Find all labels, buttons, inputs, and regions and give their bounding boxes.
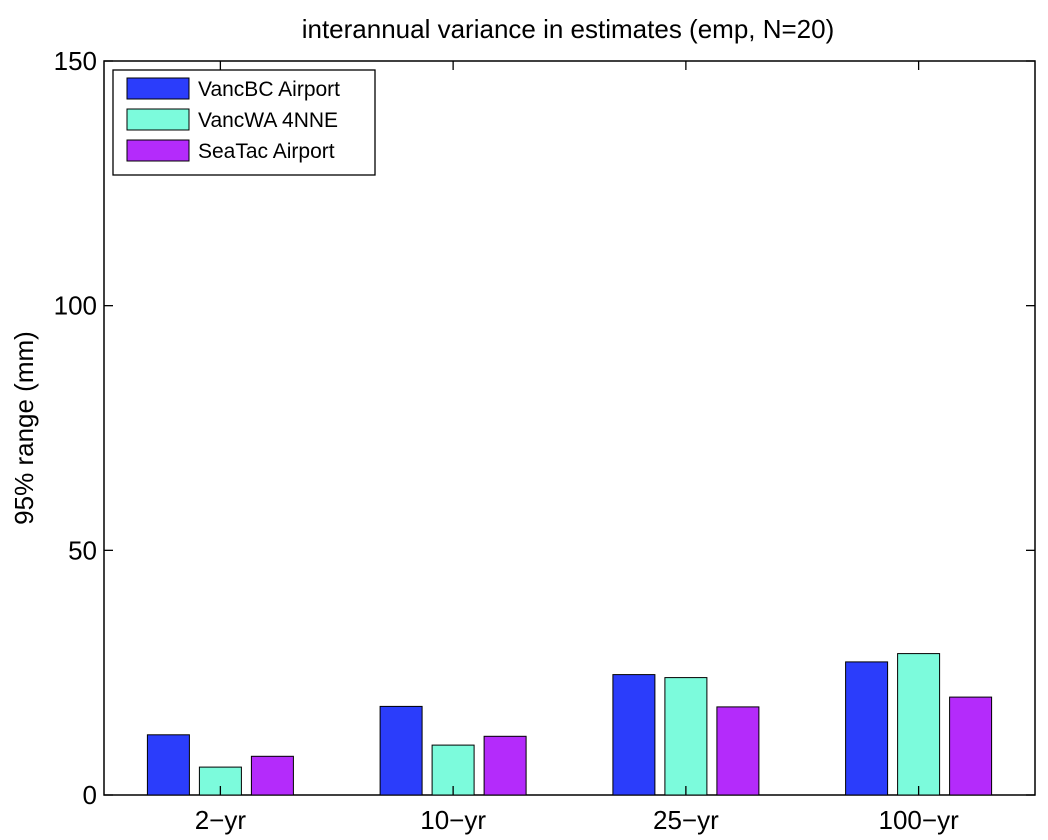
bar <box>845 661 889 796</box>
bar <box>483 735 527 796</box>
plot-area-frame <box>103 60 1036 796</box>
y-tick-label: 150 <box>54 46 97 76</box>
y-axis-title: 95% range (mm) <box>9 331 39 525</box>
bar <box>146 734 190 796</box>
y-tick-label: 0 <box>83 780 97 810</box>
x-tick-label: 10−yr <box>420 805 486 835</box>
legend: VancBC Airport VancWA 4NNE SeaTac Airport <box>112 69 376 176</box>
y-tick-label: 50 <box>68 535 97 565</box>
bar <box>250 755 294 796</box>
x-tick-label: 25−yr <box>653 805 719 835</box>
bar <box>664 677 708 796</box>
bar <box>379 705 423 796</box>
bar <box>716 706 760 796</box>
x-tick-label: 100−yr <box>879 805 960 835</box>
y-tick-label: 100 <box>54 291 97 321</box>
x-tick-label: 2−yr <box>195 805 247 835</box>
ticks-layer: 2−yr 10−yr 25−yr 100−yr 0 50 100 150 <box>54 46 1035 835</box>
legend-label: VancWA 4NNE <box>198 109 338 132</box>
legend-label: VancBC Airport <box>198 78 340 101</box>
chart-title: interannual variance in estimates (emp, … <box>302 14 835 44</box>
legend-swatch <box>126 77 190 100</box>
legend-swatch <box>126 139 190 162</box>
bar <box>897 653 941 796</box>
legend-label: SeaTac Airport <box>198 140 335 163</box>
legend-swatch <box>126 108 190 131</box>
bar <box>612 674 656 796</box>
bar <box>949 696 993 796</box>
bars-layer <box>146 653 993 796</box>
